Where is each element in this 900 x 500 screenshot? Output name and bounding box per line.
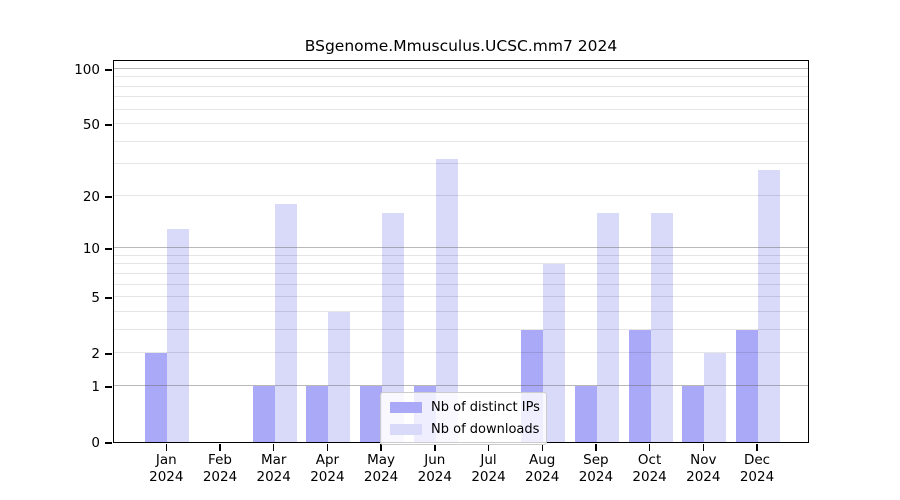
gridline-7 [114,272,808,274]
y-axis-label-100: 100 [74,61,100,78]
gridline-5 [114,296,808,298]
bar-distinct-ips-dec [736,329,758,442]
x-axis-label-apr: Apr 2024 [310,452,345,485]
x-axis-tick-oct [648,444,651,451]
y-axis-tick-0 [105,442,112,444]
gridline-50 [114,123,808,124]
bar-downloads-mar [274,203,297,442]
gridline-8 [114,263,808,265]
bar-downloads-dec [758,169,780,442]
x-axis-label-may: May 2024 [363,452,399,485]
bar-downloads-sep [596,212,619,442]
gridline-90 [114,76,808,78]
gridline-3 [114,328,808,330]
bar-distinct-ips-jan [145,353,168,442]
bar-downloads-apr [328,311,351,442]
chart-title: BSgenome.Mmusculus.UCSC.mm7 2024 [304,37,618,55]
x-axis-label-nov: Nov 2024 [686,452,721,485]
y-axis-label-5: 5 [91,290,100,307]
x-axis-label-oct: Oct 2024 [632,452,667,485]
x-axis-tick-jun [434,444,436,451]
x-axis-label-mar: Mar 2024 [256,452,291,485]
x-axis-tick-jan [165,444,168,451]
x-axis-label-feb: Feb 2024 [202,452,238,485]
legend-entry-distinct-ips: Nb of distinct IPs [390,400,540,415]
x-axis-tick-may [380,444,382,451]
bar-downloads-may [382,212,405,442]
gridline-20 [114,194,808,196]
legend-entry-downloads: Nb of downloads [390,422,540,437]
legend-swatch-distinct-ips [390,402,422,413]
x-axis-tick-dec [756,444,758,451]
x-axis-label-jul: Jul 2024 [471,452,506,485]
gridline-10 [114,247,808,249]
x-axis-tick-nov [702,444,704,451]
y-axis-tick-20 [105,196,112,198]
bar-distinct-ips-mar [252,385,275,442]
y-axis-tick-1 [105,386,112,388]
x-axis-tick-aug [541,444,543,451]
bar-distinct-ips-oct [628,329,651,442]
x-axis-tick-mar [272,444,275,451]
legend-swatch-downloads [390,424,422,435]
y-axis-label-1: 1 [91,378,100,395]
y-axis-tick-5 [105,297,112,299]
x-axis-label-jan: Jan 2024 [149,452,184,485]
y-axis-label-2: 2 [91,346,100,363]
gridline-70 [114,96,808,98]
y-axis-label-50: 50 [82,117,100,133]
bar-distinct-ips-sep [574,385,597,442]
x-axis-tick-apr [326,444,329,451]
gridline-9 [114,254,808,256]
x-axis-label-jun: Jun 2024 [417,452,452,485]
legend-label-downloads: Nb of downloads [431,422,540,437]
bar-distinct-ips-apr [306,385,329,442]
x-axis-tick-jul [487,444,490,451]
y-axis-tick-50 [105,124,112,126]
bar-downloads-jun [435,159,458,442]
gridline-30 [114,163,808,165]
x-axis-label-aug: Aug 2024 [525,452,560,485]
y-axis-label-0: 0 [91,435,100,451]
y-axis-tick-2 [105,353,112,355]
plot-area [113,60,809,443]
gridline-60 [114,108,808,110]
y-axis-tick-100 [105,69,112,71]
gridline-100 [114,67,808,69]
y-axis-label-20: 20 [82,188,100,205]
bar-downloads-oct [650,212,673,442]
bar-downloads-aug [543,264,566,442]
bar-downloads-jan [167,228,190,442]
x-axis-label-sep: Sep 2024 [578,452,614,485]
x-axis-label-dec: Dec 2024 [739,452,775,485]
bar-distinct-ips-nov [682,385,705,442]
bar-downloads-nov [704,353,727,442]
bar-distinct-ips-may [360,385,383,442]
y-axis-tick-10 [105,248,112,250]
x-axis-tick-feb [219,444,221,451]
gridline-4 [114,310,808,312]
legend-label-distinct-ips: Nb of distinct IPs [431,400,540,415]
x-axis-tick-sep [595,444,597,451]
y-axis-label-10: 10 [82,241,100,258]
legend: Nb of distinct IPs Nb of downloads [380,392,547,445]
gridline-80 [114,85,808,87]
gridline-40 [114,140,808,142]
gridline-6 [114,283,808,285]
